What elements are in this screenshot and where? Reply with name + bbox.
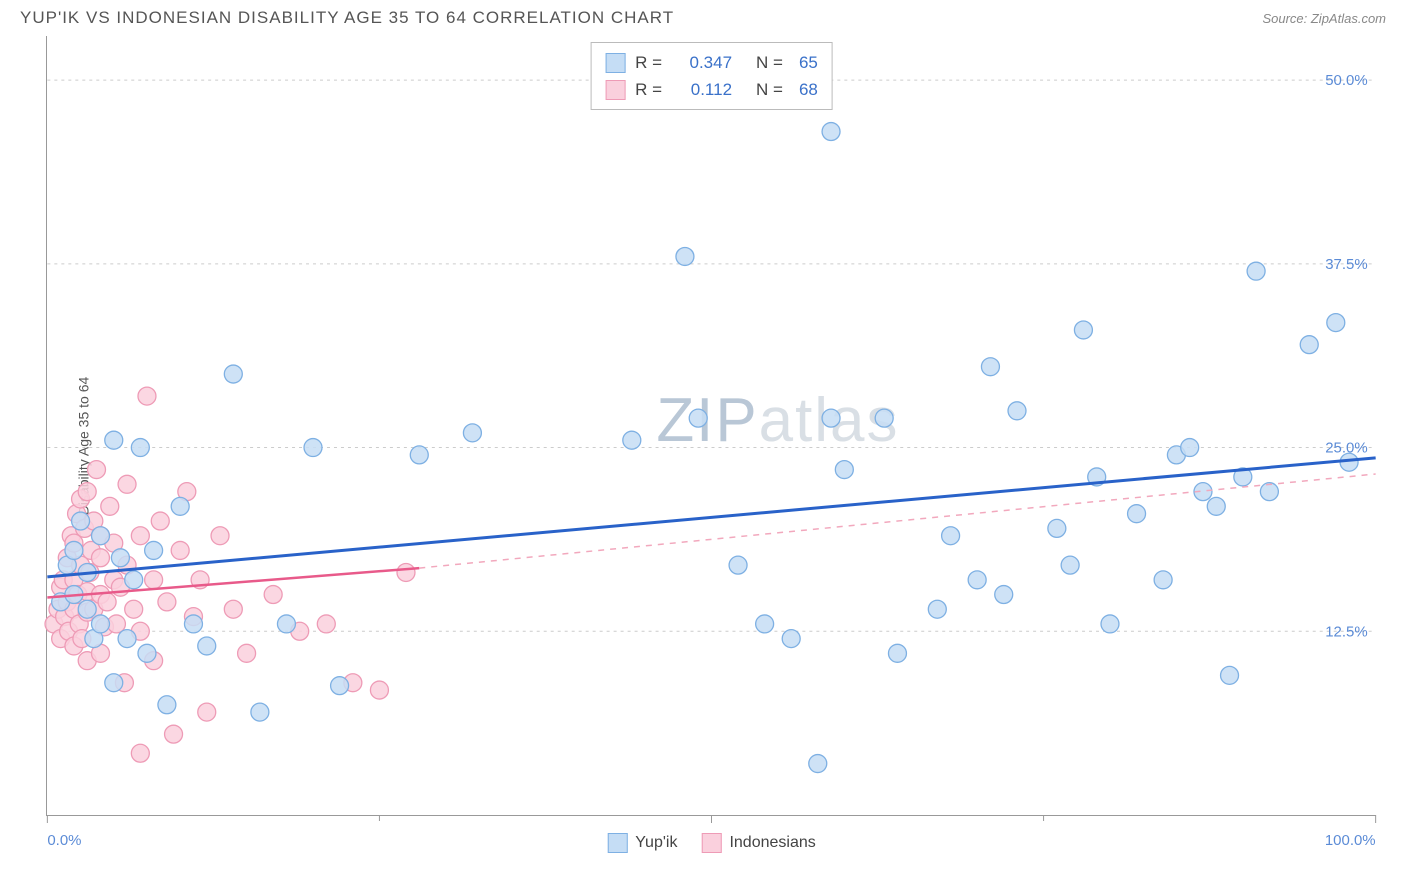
legend-label-yupik: Yup'ik: [635, 834, 677, 852]
chart-header: YUP'IK VS INDONESIAN DISABILITY AGE 35 T…: [0, 0, 1406, 32]
r-value-indonesian: 0.112: [672, 76, 732, 103]
svg-text:50.0%: 50.0%: [1325, 72, 1367, 89]
swatch-pink-icon: [605, 80, 625, 100]
legend-row-yupik: R = 0.347 N = 65: [605, 49, 818, 76]
legend-series: Yup'ik Indonesians: [607, 833, 816, 853]
svg-text:12.5%: 12.5%: [1325, 623, 1367, 640]
scatter-chart: 12.5%25.0%37.5%50.0%0.0%100.0%ZIPatlas R…: [46, 36, 1376, 816]
r-value-yupik: 0.347: [672, 49, 732, 76]
swatch-blue-icon: [607, 833, 627, 853]
legend-item-yupik: Yup'ik: [607, 833, 677, 853]
n-label: N =: [756, 49, 783, 76]
svg-text:37.5%: 37.5%: [1325, 256, 1367, 273]
chart-source: Source: ZipAtlas.com: [1262, 11, 1386, 26]
legend-correlation: R = 0.347 N = 65 R = 0.112 N = 68: [590, 42, 833, 110]
r-label: R =: [635, 76, 662, 103]
legend-label-indonesian: Indonesians: [729, 834, 815, 852]
chart-svg: 12.5%25.0%37.5%50.0%0.0%100.0%ZIPatlas: [47, 36, 1376, 815]
n-label: N =: [756, 76, 783, 103]
legend-item-indonesian: Indonesians: [701, 833, 815, 853]
swatch-pink-icon: [701, 833, 721, 853]
svg-text:100.0%: 100.0%: [1325, 832, 1376, 849]
legend-row-indonesian: R = 0.112 N = 68: [605, 76, 818, 103]
r-label: R =: [635, 49, 662, 76]
n-value-yupik: 65: [799, 49, 818, 76]
svg-text:0.0%: 0.0%: [47, 832, 81, 849]
n-value-indonesian: 68: [799, 76, 818, 103]
chart-title: YUP'IK VS INDONESIAN DISABILITY AGE 35 T…: [20, 8, 674, 28]
swatch-blue-icon: [605, 53, 625, 73]
